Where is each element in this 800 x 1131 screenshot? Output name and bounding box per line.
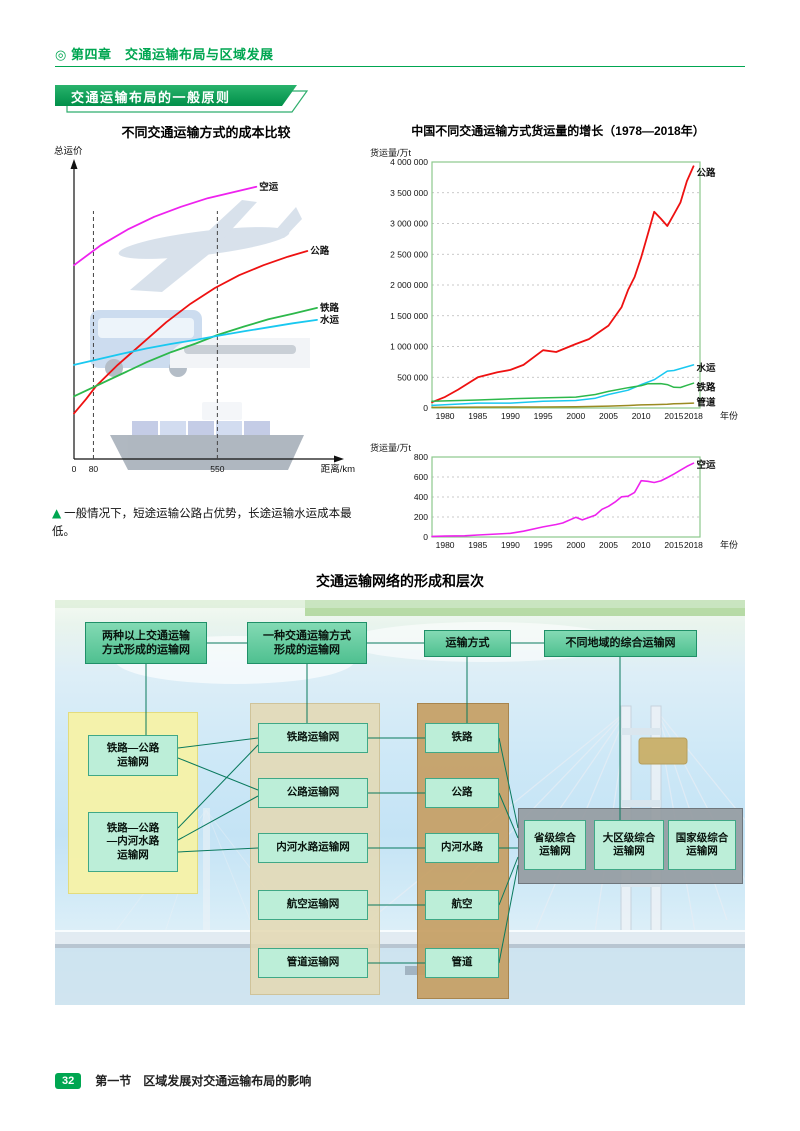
svg-text:水运: 水运 bbox=[696, 362, 716, 374]
section-banner-shape bbox=[55, 85, 309, 113]
diagram-box-waterway-mode: 内河水路 bbox=[425, 833, 499, 863]
svg-text:1 000 000: 1 000 000 bbox=[390, 342, 428, 352]
svg-text:总运价: 总运价 bbox=[54, 145, 83, 157]
svg-text:2010: 2010 bbox=[632, 411, 651, 421]
svg-text:货运量/万t: 货运量/万t bbox=[370, 147, 412, 158]
cost-chart-title: 不同交通运输方式的成本比较 bbox=[121, 125, 291, 140]
diagram-box-rail-mode: 铁路 bbox=[425, 723, 499, 753]
chart-note: ▲ 一般情况下，短途运输公路占优势，长途运输水运成本最低。 bbox=[52, 504, 354, 542]
svg-text:4 000 000: 4 000 000 bbox=[390, 157, 428, 167]
freight-growth-chart: 4 000 000 3 500 000 3 000 000 2 500 000 2 00… bbox=[370, 147, 738, 421]
svg-text:2000: 2000 bbox=[566, 411, 585, 421]
svg-text:800: 800 bbox=[414, 452, 428, 462]
svg-text:空运: 空运 bbox=[259, 181, 279, 193]
svg-text:0: 0 bbox=[72, 464, 77, 474]
svg-text:空运: 空运 bbox=[696, 459, 716, 471]
svg-text:公路: 公路 bbox=[310, 245, 330, 257]
svg-text:1990: 1990 bbox=[501, 540, 520, 550]
svg-text:1980: 1980 bbox=[436, 540, 455, 550]
svg-text:1995: 1995 bbox=[534, 540, 553, 550]
diagram-box-waterway-network: 内河水路运输网 bbox=[258, 833, 368, 863]
svg-text:年份: 年份 bbox=[720, 410, 738, 421]
svg-text:200: 200 bbox=[414, 512, 428, 522]
svg-text:500 000: 500 000 bbox=[397, 372, 428, 382]
svg-text:3 000 000: 3 000 000 bbox=[390, 219, 428, 229]
header-divider bbox=[55, 66, 745, 67]
svg-text:1990: 1990 bbox=[501, 411, 520, 421]
diagram-box-provincial-network: 省级综合 运输网 bbox=[524, 820, 586, 870]
diagram-box-road-network: 公路运输网 bbox=[258, 778, 368, 808]
diagram-box-pipeline-mode: 管道 bbox=[425, 948, 499, 978]
svg-text:0: 0 bbox=[423, 403, 428, 413]
bridge-photo-background: 两种以上交通运输 方式形成的运输网 一种交通运输方式 形成的运输网 运输方式 不… bbox=[55, 600, 745, 1005]
ship-watermark bbox=[110, 402, 304, 470]
svg-text:年份: 年份 bbox=[720, 539, 738, 550]
diagram-box-air-network: 航空运输网 bbox=[258, 890, 368, 920]
svg-text:2018: 2018 bbox=[684, 411, 703, 421]
svg-text:2015: 2015 bbox=[664, 540, 683, 550]
diagram-box-national-network: 国家级综合 运输网 bbox=[668, 820, 736, 870]
svg-text:1980: 1980 bbox=[436, 411, 455, 421]
svg-text:2018: 2018 bbox=[684, 540, 703, 550]
svg-text:1985: 1985 bbox=[468, 411, 487, 421]
section-banner: 交通运输布局的一般原则 bbox=[55, 84, 365, 114]
svg-text:2010: 2010 bbox=[632, 540, 651, 550]
growth-chart-section: 中国不同交通运输方式货运量的增长（1978—2018年） 4 000 000 3 … bbox=[368, 122, 748, 566]
svg-text:铁路: 铁路 bbox=[320, 302, 340, 314]
svg-text:2015: 2015 bbox=[664, 411, 683, 421]
diagram-box-pipeline-network: 管道运输网 bbox=[258, 948, 368, 978]
footer-section-title: 第一节 区域发展对交通运输布局的影响 bbox=[95, 1074, 312, 1088]
svg-text:600: 600 bbox=[414, 472, 428, 482]
diagram-box-mode-header: 运输方式 bbox=[424, 630, 511, 657]
svg-text:3 500 000: 3 500 000 bbox=[390, 188, 428, 198]
svg-text:2005: 2005 bbox=[599, 540, 618, 550]
diagram-box-regional-header: 不同地域的综合运输网 bbox=[544, 630, 697, 657]
growth-chart-title: 中国不同交通运输方式货运量的增长（1978—2018年） bbox=[411, 124, 705, 138]
svg-text:550: 550 bbox=[210, 464, 224, 474]
cost-chart-watermark bbox=[90, 200, 310, 470]
svg-text:公路: 公路 bbox=[696, 167, 716, 179]
page-number: 32 bbox=[55, 1072, 82, 1089]
diagram-box-air-mode: 航空 bbox=[425, 890, 499, 920]
svg-text:1995: 1995 bbox=[534, 411, 553, 421]
svg-text:2000: 2000 bbox=[566, 540, 585, 550]
cost-chart-section: 不同交通运输方式的成本比较 bbox=[52, 122, 360, 542]
note-text: 一般情况下，短途运输公路占优势，长途运输水运成本最低。 bbox=[52, 508, 352, 538]
svg-text:管道: 管道 bbox=[696, 396, 716, 408]
diagram-box-road-mode: 公路 bbox=[425, 778, 499, 808]
diagram-box-regional-network: 大区级综合 运输网 bbox=[594, 820, 664, 870]
note-triangle-icon: ▲ bbox=[52, 506, 62, 520]
network-diagram-title: 交通运输网络的形成和层次 bbox=[316, 573, 484, 589]
train-watermark bbox=[170, 338, 310, 368]
section-banner-label: 交通运输布局的一般原则 bbox=[71, 90, 231, 105]
diagram-box-rail-road-network: 铁路—公路 运输网 bbox=[88, 735, 178, 776]
diagram-box-single-mode-header: 一种交通运输方式 形成的运输网 bbox=[247, 622, 367, 664]
svg-text:2005: 2005 bbox=[599, 411, 618, 421]
svg-text:2 500 000: 2 500 000 bbox=[390, 249, 428, 259]
svg-text:铁路: 铁路 bbox=[696, 382, 716, 394]
diagram-box-rail-road-waterway-network: 铁路—公路 —内河水路 运输网 bbox=[88, 812, 178, 872]
diagram-box-rail-network: 铁路运输网 bbox=[258, 723, 368, 753]
svg-text:距离/km: 距离/km bbox=[321, 463, 355, 475]
chapter-header: ◎ 第四章 交通运输布局与区域发展 bbox=[55, 47, 274, 62]
page-footer: 32 第一节 区域发展对交通运输布局的影响 bbox=[55, 1072, 311, 1089]
airplane-watermark bbox=[118, 200, 302, 292]
svg-text:1 500 000: 1 500 000 bbox=[390, 311, 428, 321]
svg-text:1985: 1985 bbox=[468, 540, 487, 550]
svg-text:80: 80 bbox=[89, 464, 99, 474]
svg-text:水运: 水运 bbox=[320, 314, 340, 326]
svg-text:2 000 000: 2 000 000 bbox=[390, 280, 428, 290]
svg-text:0: 0 bbox=[423, 532, 428, 542]
network-diagram-section: 交通运输网络的形成和层次 bbox=[55, 571, 745, 1013]
svg-text:货运量/万t: 货运量/万t bbox=[370, 443, 412, 453]
svg-text:400: 400 bbox=[414, 492, 428, 502]
diagram-box-multi-mode-header: 两种以上交通运输 方式形成的运输网 bbox=[85, 622, 207, 664]
